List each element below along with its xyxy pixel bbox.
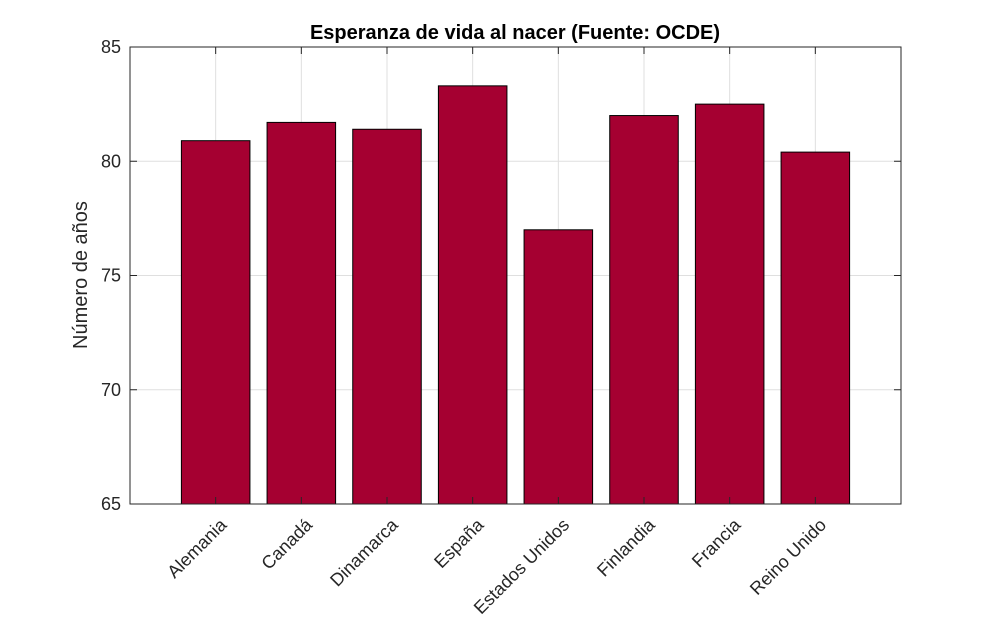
bars: [180, 85, 851, 505]
bar-reino-unido: [780, 151, 851, 505]
bar-francia: [694, 103, 765, 505]
y-tick-label: 70: [101, 380, 121, 400]
bar-alemania: [180, 140, 251, 505]
y-tick-label: 65: [101, 494, 121, 514]
bar-dinamarca: [352, 128, 422, 505]
y-axis-label: Número de años: [70, 201, 92, 349]
y-tick-labels: 65 70 75 80 85: [101, 37, 121, 514]
bar-canadá: [266, 121, 337, 505]
bar-estados-unidos: [523, 229, 594, 505]
y-tick-label: 80: [101, 151, 121, 171]
y-tick-label: 75: [101, 266, 121, 286]
chart-title: Esperanza de vida al nacer (Fuente: OCDE…: [310, 22, 720, 44]
y-tick-label: 85: [101, 37, 121, 57]
bar-españa: [437, 85, 508, 505]
tick-marks: [130, 46, 901, 505]
bar-finlandia: [609, 115, 679, 505]
